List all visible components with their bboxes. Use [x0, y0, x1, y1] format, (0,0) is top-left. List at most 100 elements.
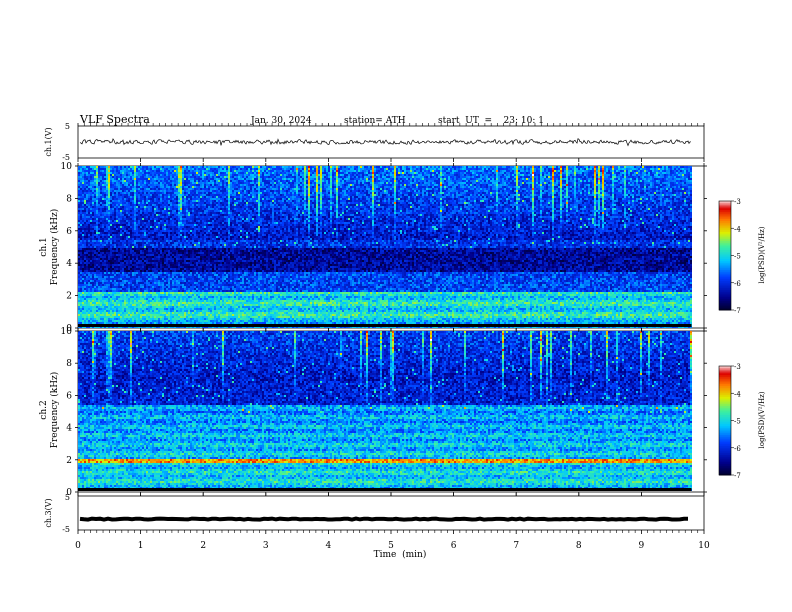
spectrogram-cell: [88, 240, 90, 242]
spectrogram-cell: [78, 186, 80, 188]
spectrogram-cell: [88, 244, 90, 246]
spectrogram-cell: [86, 220, 88, 222]
spectrogram-cell: [80, 174, 82, 176]
spectrogram-cell: [90, 174, 92, 176]
spectrogram-cell: [88, 232, 90, 234]
spectrogram-cell: [82, 166, 84, 168]
spectrogram-cell: [88, 288, 90, 290]
spectrogram-cell: [80, 288, 82, 290]
spectrogram-cell: [80, 282, 82, 284]
spectrogram-cell: [78, 172, 80, 174]
spectrogram-cell: [88, 294, 90, 296]
spectrogram-cell: [80, 216, 82, 218]
vlf-spectra-figure: VLF Spectra Jan. 30, 2024 station= ATH s…: [0, 0, 792, 612]
spectrogram-cell: [84, 252, 86, 254]
spectrogram-cell: [82, 312, 84, 314]
spectrogram-cell: [82, 176, 84, 178]
spectrogram-cell: [82, 280, 84, 282]
spectrogram-cell: [84, 284, 86, 286]
spectrogram-cell: [90, 216, 92, 218]
spectrogram-cell: [82, 214, 84, 216]
spectrogram-cell: [78, 302, 80, 304]
spectrogram-cell: [84, 188, 86, 190]
spectrogram-cell: [80, 246, 82, 248]
spectrogram-cell: [84, 310, 86, 312]
spectrogram-cell: [84, 294, 86, 296]
spectrogram-cell: [82, 282, 84, 284]
spectrogram-cell: [86, 230, 88, 232]
spectrogram-cell: [78, 242, 80, 244]
spectrogram-cell: [80, 196, 82, 198]
spectrogram-cell: [86, 168, 88, 170]
spectrogram-cell: [78, 264, 80, 266]
spectrogram-cell: [78, 276, 80, 278]
spectrogram-cell: [84, 212, 86, 214]
spectrogram-cell: [84, 220, 86, 222]
spectrogram-cell: [82, 224, 84, 226]
spectrogram-cell: [88, 318, 90, 320]
spectrogram-cell: [80, 228, 82, 230]
spectrogram-cell: [90, 182, 92, 184]
spectrogram-cell: [80, 320, 82, 322]
spectrogram-cell: [78, 262, 80, 264]
spectrogram-cell: [86, 216, 88, 218]
spectrogram-cell: [86, 298, 88, 300]
spectrogram-cell: [84, 178, 86, 180]
spectrogram-cell: [78, 286, 80, 288]
spectrogram-cell: [84, 234, 86, 236]
spectrogram-cell: [88, 322, 90, 324]
spectrogram-cell: [84, 290, 86, 292]
spectrogram-cell: [88, 220, 90, 222]
spectrogram-cell: [88, 190, 90, 192]
spectrogram-cell: [82, 230, 84, 232]
spectrogram-cell: [86, 322, 88, 324]
spectrogram-cell: [82, 236, 84, 238]
spectrogram-cell: [82, 322, 84, 324]
spectrogram-cell: [86, 226, 88, 228]
spectrogram-cell: [82, 216, 84, 218]
spectrogram-cell: [78, 278, 80, 280]
spectrogram-cell: [86, 296, 88, 298]
spectrogram-cell: [82, 290, 84, 292]
spectrogram-cell: [88, 272, 90, 274]
spectrogram-cell: [90, 202, 92, 204]
spectrogram-cell: [88, 262, 90, 264]
spectrogram-cell: [84, 316, 86, 318]
spectrogram-cell: [84, 272, 86, 274]
spectrogram-cell: [80, 206, 82, 208]
spectrogram-cell: [86, 232, 88, 234]
spectrogram-cell: [90, 222, 92, 224]
spectrogram-cell: [82, 228, 84, 230]
spectrogram-cell: [90, 198, 92, 200]
spectrogram-cell: [88, 172, 90, 174]
spectrogram-cell: [84, 194, 86, 196]
spectrogram-cell: [86, 242, 88, 244]
spectrogram-cell: [80, 198, 82, 200]
spectrogram-cell: [88, 166, 90, 168]
spectrogram-cell: [84, 232, 86, 234]
spectrogram-cell: [88, 256, 90, 258]
spectrogram-cell: [80, 192, 82, 194]
spectrogram-cell: [84, 180, 86, 182]
spectrogram-cell: [86, 172, 88, 174]
spectrogram-cell: [78, 254, 80, 256]
spectrogram-cell: [88, 302, 90, 304]
spectrogram-cell: [88, 224, 90, 226]
spectrogram-cell: [78, 296, 80, 298]
spectrogram-cell: [88, 228, 90, 230]
spectrogram-cell: [88, 234, 90, 236]
spectrogram-cell: [88, 304, 90, 306]
spectrogram-cell: [84, 186, 86, 188]
spectrogram-cell: [90, 218, 92, 220]
spectrogram-cell: [86, 194, 88, 196]
spectrogram-cell: [84, 276, 86, 278]
spectrogram-cell: [78, 284, 80, 286]
spectrogram-cell: [80, 210, 82, 212]
spectrogram-cell: [82, 238, 84, 240]
spectrogram-cell: [84, 202, 86, 204]
spectrogram-cell: [86, 214, 88, 216]
spectrogram-cell: [86, 200, 88, 202]
spectrogram-cell: [84, 166, 86, 168]
spectrogram-cell: [84, 280, 86, 282]
spectrogram-cell: [80, 188, 82, 190]
